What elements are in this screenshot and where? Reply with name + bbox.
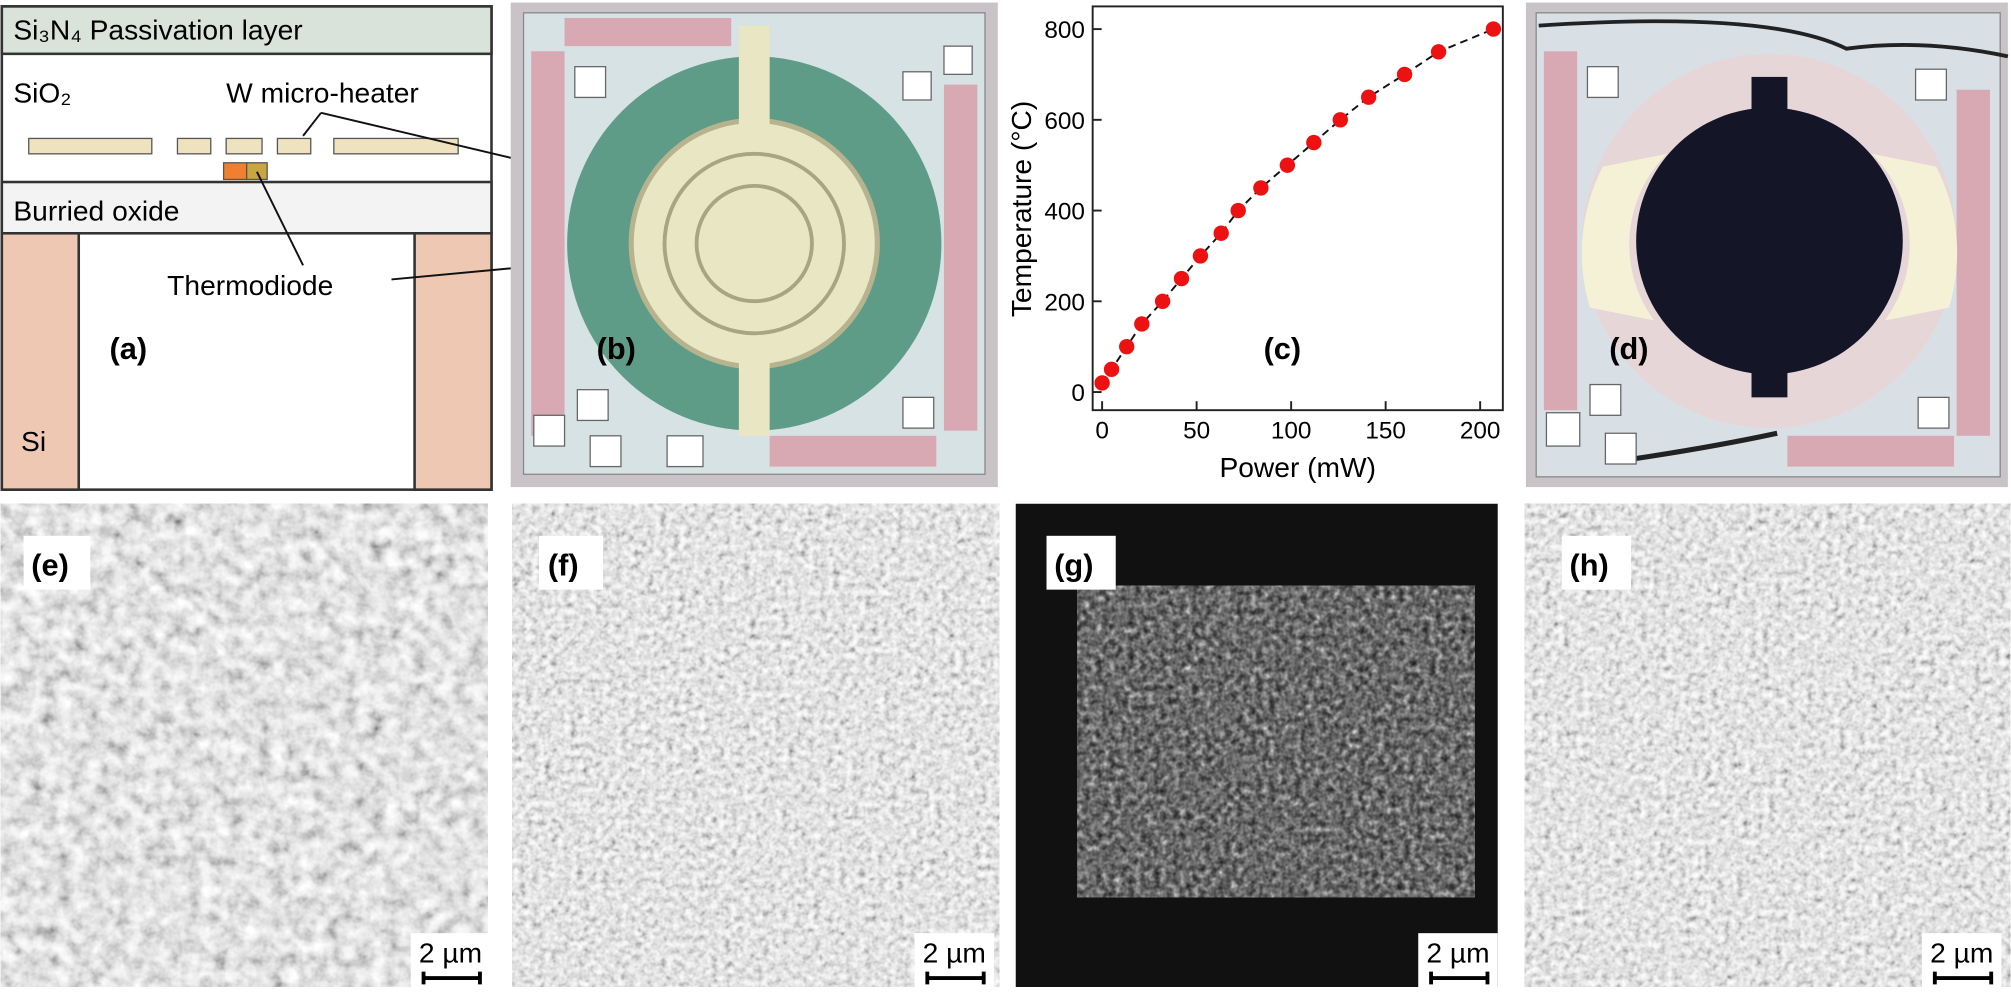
trend-line bbox=[1101, 28, 1494, 384]
y-tick-label: 600 bbox=[1044, 108, 1085, 135]
data-point bbox=[1213, 225, 1229, 241]
scale-bar bbox=[1932, 971, 1994, 985]
data-point bbox=[1154, 293, 1171, 309]
plot-frame bbox=[1091, 5, 1504, 412]
scale-label: 2 µm bbox=[1930, 937, 1993, 969]
panel-label: (e) bbox=[31, 548, 69, 583]
scale-bar bbox=[421, 971, 482, 985]
scale-bars: 2 µm 2 µm 2 µm 2 µm bbox=[410, 933, 2002, 987]
scale-bar bbox=[1429, 971, 1490, 985]
panel-label: (a) bbox=[110, 331, 148, 366]
label: Thermodiode bbox=[167, 269, 333, 301]
y-tick-label: 800 bbox=[1044, 17, 1085, 44]
panel-label: (g) bbox=[1054, 548, 1093, 583]
data-point bbox=[1332, 112, 1348, 128]
panel-label: (c) bbox=[1264, 331, 1302, 366]
label: SiO₂ bbox=[13, 77, 71, 109]
panel-label: (b) bbox=[597, 331, 636, 366]
x-tick-label: 50 bbox=[1183, 417, 1210, 444]
panel-label: (f) bbox=[548, 548, 579, 583]
y-tick-label: 200 bbox=[1044, 289, 1085, 316]
y-tick-label: 0 bbox=[1071, 380, 1085, 407]
data-point bbox=[1396, 66, 1413, 83]
panel-label: (d) bbox=[1609, 331, 1648, 366]
data-point bbox=[1103, 361, 1120, 378]
data-point bbox=[1134, 316, 1150, 332]
data-point bbox=[1173, 270, 1190, 287]
panel-labels: (e) (f) (g) (h) bbox=[23, 535, 1632, 590]
data-point bbox=[1253, 180, 1269, 196]
x-tick-label: 200 bbox=[1460, 417, 1501, 444]
x-tick-label: 150 bbox=[1365, 417, 1406, 444]
scale-bar bbox=[925, 971, 986, 985]
chart: Power (mW) Temperature (°C) (c) 0 50 100 15… bbox=[1005, 5, 1504, 483]
data-point bbox=[1230, 202, 1246, 219]
chip-photo: (d) bbox=[1525, 2, 2009, 488]
x-tick-label: 0 bbox=[1095, 417, 1109, 444]
data-point bbox=[1360, 89, 1377, 105]
y-tick-label: 400 bbox=[1044, 199, 1085, 226]
data-point bbox=[1485, 21, 1502, 37]
scale-label: 2 µm bbox=[419, 937, 482, 969]
sem-images bbox=[0, 503, 2011, 987]
panel-label: (h) bbox=[1570, 548, 1609, 583]
label: Si₃N₄ Passivation layer bbox=[13, 14, 302, 46]
data-point bbox=[1118, 338, 1135, 355]
data-point bbox=[1279, 157, 1296, 173]
label: W micro-heater bbox=[226, 77, 419, 109]
x-tick-label: 100 bbox=[1271, 417, 1312, 444]
cross-section: Si₃N₄ Passivation layer SiO₂ W micro-hea… bbox=[0, 5, 751, 491]
label: Burried oxide bbox=[13, 194, 179, 226]
y-axis-label: Temperature (°C) bbox=[1005, 101, 1037, 317]
label: Si bbox=[21, 425, 46, 457]
scale-label: 2 µm bbox=[923, 937, 986, 969]
data-point bbox=[1430, 44, 1447, 60]
scale-label: 2 µm bbox=[1426, 937, 1489, 969]
chip-photo: (b) bbox=[510, 2, 998, 488]
data-point bbox=[1192, 248, 1209, 264]
data-point bbox=[1094, 375, 1110, 391]
data-point bbox=[1306, 134, 1322, 151]
x-axis-label: Power (mW) bbox=[1219, 451, 1376, 483]
